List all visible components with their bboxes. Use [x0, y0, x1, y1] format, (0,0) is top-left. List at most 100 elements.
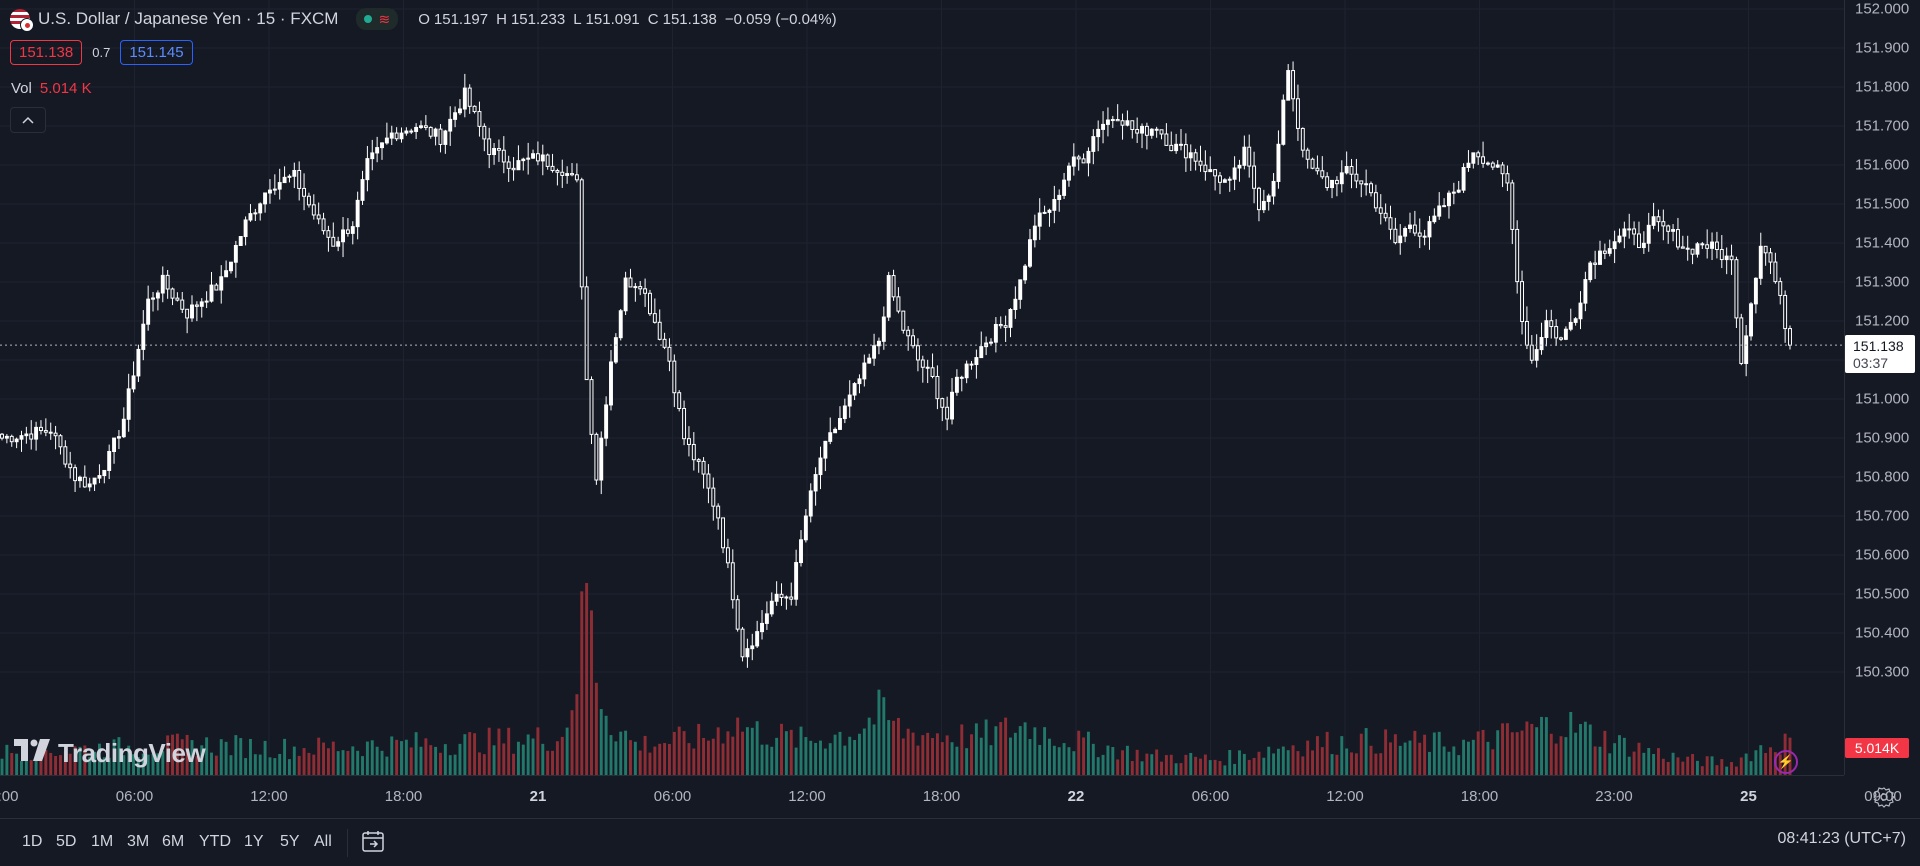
range-button-ytd[interactable]: YTD	[199, 833, 231, 850]
candle-body	[1110, 119, 1115, 122]
tradingview-watermark[interactable]: TradingView	[14, 738, 206, 769]
volume-bar	[1647, 748, 1651, 775]
volume-bar	[477, 752, 481, 775]
candle-body	[1383, 212, 1388, 219]
volume-bar	[1603, 730, 1607, 775]
volume-bar	[331, 741, 335, 775]
volume-bar	[1101, 754, 1105, 775]
candle-body	[1198, 160, 1203, 166]
volume-bar	[482, 754, 486, 775]
calendar-goto-icon[interactable]	[360, 829, 388, 855]
last-price-label: 151.138 03:37	[1845, 335, 1915, 374]
volume-bar	[1642, 752, 1646, 775]
volume-bar	[1306, 740, 1310, 775]
candle-body	[19, 435, 24, 440]
volume-bar	[619, 731, 623, 775]
volume-bar	[195, 756, 199, 775]
volume-bar	[604, 715, 608, 775]
volume-bar	[1452, 746, 1456, 775]
volume-bar	[1720, 759, 1724, 775]
sell-price-button[interactable]: 151.138	[10, 40, 83, 65]
chart-area[interactable]: U.S. Dollar / Japanese Yen · 15 · FXCM ≋…	[0, 0, 1844, 775]
candle-body	[560, 171, 565, 176]
time-tick-label: 18:00	[922, 788, 961, 805]
volume-bar	[1598, 746, 1602, 775]
candle-body	[808, 490, 813, 517]
volume-bar	[892, 720, 896, 775]
time-axis[interactable]: :00 06:00 12:00 18:00 21 06:00 12:00 18:00 22 06:…	[0, 775, 1902, 819]
candle-body	[345, 229, 350, 234]
volume-bar	[273, 758, 277, 775]
candle-body	[1008, 309, 1013, 328]
market-status-pill[interactable]: ≋	[356, 8, 399, 30]
volume-bar	[1549, 733, 1553, 775]
volume-bar	[1116, 759, 1120, 775]
range-button-5y[interactable]: 5Y	[280, 833, 300, 850]
timezone-clock[interactable]: 08:41:23 (UTC+7)	[1777, 830, 1906, 847]
range-button-5d[interactable]: 5D	[56, 833, 77, 850]
candle-body	[711, 487, 716, 507]
volume-bar	[1252, 757, 1256, 775]
volume-bar	[1544, 717, 1548, 775]
volume-bar	[1169, 754, 1173, 775]
volume-bar	[663, 743, 667, 775]
volume-bar	[1437, 731, 1441, 775]
price-tick-label: 151.400	[1855, 234, 1910, 252]
range-button-all[interactable]: All	[314, 833, 332, 850]
volume-bar	[1325, 731, 1329, 775]
buy-price-button[interactable]: 151.145	[120, 40, 193, 65]
price-tick-label: 151.000	[1855, 390, 1910, 408]
symbol-title[interactable]: U.S. Dollar / Japanese Yen · 15 · FXCM	[38, 9, 339, 28]
volume-bar	[823, 748, 827, 775]
volume-bar	[1471, 739, 1475, 775]
volume-bar	[677, 726, 681, 775]
volume-bar	[1130, 761, 1134, 775]
candle-body	[1510, 182, 1515, 230]
volume-legend[interactable]: Vol 5.014 K	[11, 80, 92, 97]
candle-body	[1646, 224, 1651, 244]
volume-bar	[1423, 734, 1427, 775]
candle-body	[92, 477, 97, 485]
candle-body	[53, 432, 58, 437]
candle-body	[1403, 227, 1408, 237]
candle-body	[350, 226, 355, 234]
range-button-1m[interactable]: 1M	[91, 833, 114, 850]
gear-icon[interactable]	[1872, 785, 1896, 809]
candle-body	[1091, 136, 1096, 152]
bolt-icon[interactable]: ⚡	[1774, 750, 1798, 774]
price-tick-label: 150.800	[1855, 468, 1910, 486]
price-axis[interactable]: 152.000 151.900 151.800 151.700 151.600 151.5…	[1844, 0, 1920, 775]
candle-body	[1057, 194, 1062, 200]
candle-body	[979, 346, 984, 359]
volume-bar	[580, 591, 584, 775]
candle-body	[993, 323, 998, 343]
candle-body	[750, 645, 755, 650]
candle-body	[1252, 165, 1257, 189]
volume-bar	[1661, 758, 1665, 775]
price-chart[interactable]	[0, 0, 1844, 775]
volume-bar	[97, 743, 101, 775]
range-button-1d[interactable]: 1D	[22, 833, 43, 850]
range-button-3m[interactable]: 3M	[127, 833, 150, 850]
range-button-6m[interactable]: 6M	[162, 833, 185, 850]
range-button-1y[interactable]: 1Y	[244, 833, 264, 850]
volume-bar	[809, 740, 813, 775]
volume-bar	[1155, 749, 1159, 775]
candle-body	[472, 105, 477, 113]
candle-body	[453, 112, 458, 120]
volume-bar	[702, 738, 706, 775]
volume-bar	[1267, 746, 1271, 775]
candle-body	[477, 111, 482, 127]
volume-bar	[356, 750, 360, 775]
volume-bar	[1247, 759, 1251, 775]
volume-bar	[1501, 723, 1505, 775]
candle-body	[370, 152, 375, 160]
volume-bar	[336, 751, 340, 775]
candle-body	[1222, 179, 1227, 183]
volume-bar	[760, 744, 764, 775]
collapse-legend-button[interactable]	[10, 107, 46, 133]
volume-bar	[1135, 749, 1139, 775]
volume-bar	[1189, 752, 1193, 775]
volume-bar	[1569, 711, 1573, 775]
volume-bar	[721, 743, 725, 775]
